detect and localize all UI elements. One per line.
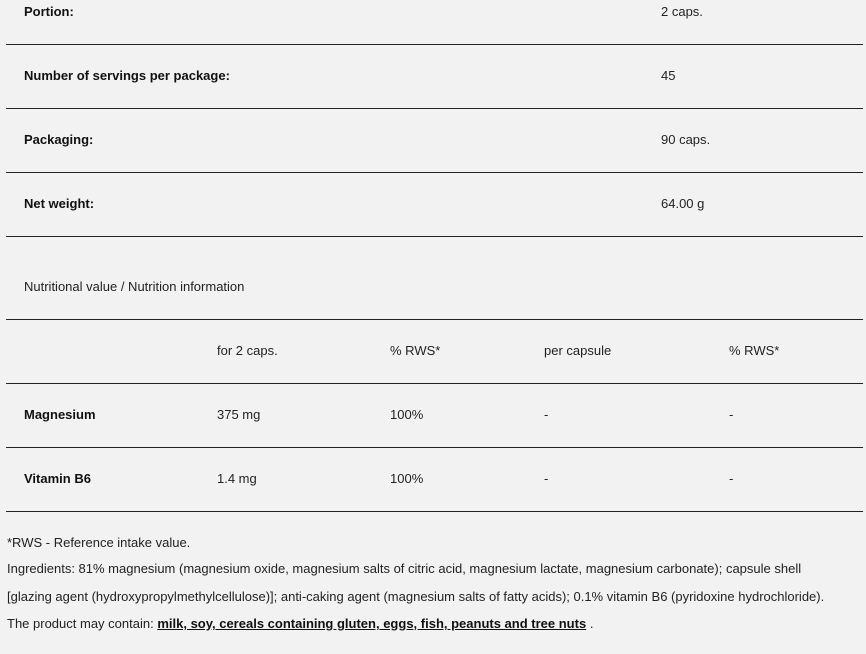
nutrition-title: Nutritional value / Nutrition informatio… (24, 279, 245, 294)
spec-value: 90 caps. (661, 132, 711, 147)
divider (6, 383, 863, 384)
ingredients-line: Ingredients: 81% magnesium (magnesium ox… (7, 561, 802, 576)
divider (6, 108, 863, 109)
spec-label: Net weight: (24, 196, 95, 211)
nutrient-cell: - (729, 407, 734, 422)
divider (6, 44, 863, 45)
divider (6, 447, 863, 448)
nutrient-name: Vitamin B6 (24, 471, 91, 486)
may-contain-line: The product may contain: milk, soy, cere… (7, 616, 593, 632)
column-header: for 2 caps. (217, 343, 278, 358)
nutrient-cell: 375 mg (217, 407, 261, 422)
divider (6, 172, 863, 173)
divider (6, 319, 863, 320)
divider (6, 511, 863, 512)
nutrient-cell: 1.4 mg (217, 471, 257, 486)
allergens-link[interactable]: milk, soy, cereals containing gluten, eg… (157, 616, 587, 631)
column-header: per capsule (544, 343, 612, 358)
spec-value: 45 (661, 68, 676, 83)
nutrient-cell: 100% (390, 471, 424, 486)
ingredients-line: [glazing agent (hydroxypropylmethylcellu… (7, 589, 825, 604)
spec-value: 64.00 g (661, 196, 705, 211)
spec-label: Portion: (24, 4, 74, 19)
column-header: % RWS* (390, 343, 441, 358)
nutrient-name: Magnesium (24, 407, 96, 422)
nutrient-cell: - (544, 471, 549, 486)
may-contain-suffix: . (589, 616, 594, 631)
nutrient-cell: 100% (390, 407, 424, 422)
nutrient-cell: - (544, 407, 549, 422)
column-header: % RWS* (729, 343, 780, 358)
spec-label: Number of servings per package: (24, 68, 230, 83)
spec-value: 2 caps. (661, 4, 703, 19)
rws-note: *RWS - Reference intake value. (7, 535, 191, 550)
spec-label: Packaging: (24, 132, 94, 147)
divider (6, 236, 863, 237)
nutrient-cell: - (729, 471, 734, 486)
may-contain-prefix: The product may contain: (7, 616, 154, 631)
